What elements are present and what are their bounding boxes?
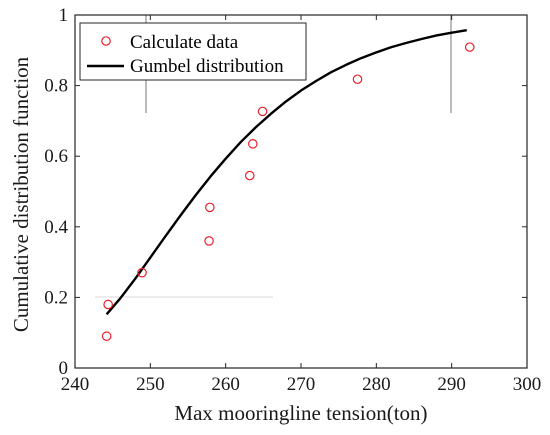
gumbel-curve <box>105 28 467 316</box>
data-point <box>247 139 258 149</box>
y-tick-label: 0.2 <box>44 287 68 308</box>
data-point <box>101 331 112 342</box>
legend-label: Calculate data <box>130 32 239 53</box>
y-tick-label: 1 <box>59 5 69 26</box>
x-tick-label: 290 <box>437 374 466 395</box>
data-point <box>103 299 113 310</box>
data-point <box>244 170 255 181</box>
y-tick-label: 0 <box>59 358 69 379</box>
data-point <box>137 267 147 278</box>
x-tick-label: 280 <box>362 374 391 395</box>
x-axis-title: Max mooringline tension(ton) <box>174 401 427 425</box>
x-tick-label: 260 <box>211 374 240 395</box>
data-point <box>257 106 268 117</box>
data-point <box>205 202 215 213</box>
x-tick-label: 250 <box>136 374 165 395</box>
legend-label: Gumbel distribution <box>130 56 284 77</box>
legend-marker-scatter <box>101 36 111 46</box>
data-point <box>204 236 214 246</box>
data-point <box>352 74 363 85</box>
legend-box <box>79 22 307 81</box>
x-tick-label: 300 <box>513 374 542 395</box>
x-tick-label: 270 <box>287 374 316 395</box>
labels-layer: Max mooringline tension(ton) Cumulative d… <box>9 56 428 425</box>
x-tick-label: 240 <box>61 374 90 395</box>
y-tick-label: 0.8 <box>44 76 68 97</box>
y-tick-label: 0.4 <box>44 217 68 238</box>
ticks-layer: 240 250 260 270 280 290 300 0 0.2 0.4 0.6 0.8 1 <box>44 5 541 395</box>
data-point <box>464 42 475 52</box>
y-tick-label: 0.6 <box>44 146 68 167</box>
series-layer <box>101 28 475 342</box>
legend: Calculate data Gumbel distribution <box>79 22 307 81</box>
y-axis-title: Cumulative distribution function <box>9 56 33 332</box>
